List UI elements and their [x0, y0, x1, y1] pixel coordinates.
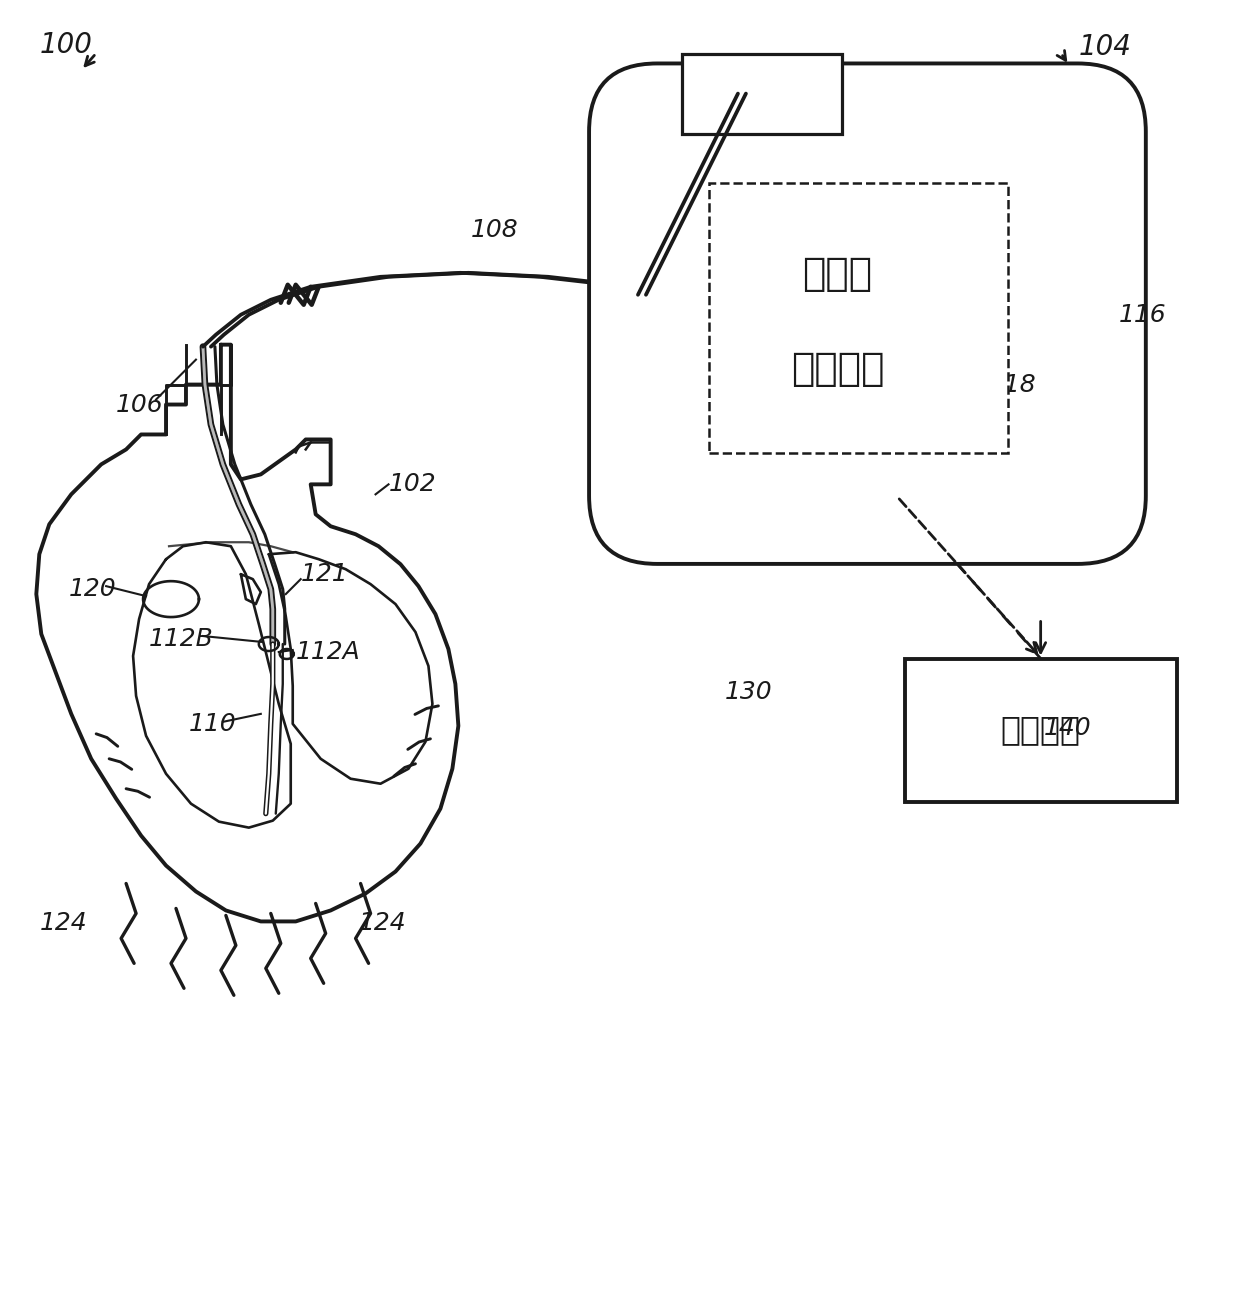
Text: 120: 120 [69, 578, 117, 601]
Text: 104: 104 [1079, 34, 1132, 61]
Text: 140: 140 [1044, 716, 1091, 739]
Text: 102: 102 [388, 472, 436, 497]
Text: 124: 124 [40, 911, 87, 935]
Bar [682, 53, 842, 133]
Text: 希氏束: 希氏束 [802, 254, 873, 293]
Text: 106: 106 [117, 393, 164, 416]
Text: 108: 108 [470, 218, 518, 243]
Text: 130: 130 [724, 679, 773, 704]
Text: 110: 110 [188, 712, 237, 735]
Text: 外部系统: 外部系统 [1001, 713, 1080, 747]
Text: 112B: 112B [149, 627, 213, 651]
Bar [904, 659, 1177, 802]
Text: 116: 116 [1118, 303, 1167, 327]
Text: 124: 124 [358, 911, 407, 935]
Bar [709, 184, 1008, 452]
Text: 112A: 112A [295, 640, 361, 664]
Text: 121: 121 [301, 562, 348, 587]
Text: 起搊系统: 起搊系统 [791, 349, 884, 387]
Text: 118: 118 [990, 373, 1037, 396]
Text: 100: 100 [40, 31, 92, 59]
FancyBboxPatch shape [589, 64, 1146, 563]
